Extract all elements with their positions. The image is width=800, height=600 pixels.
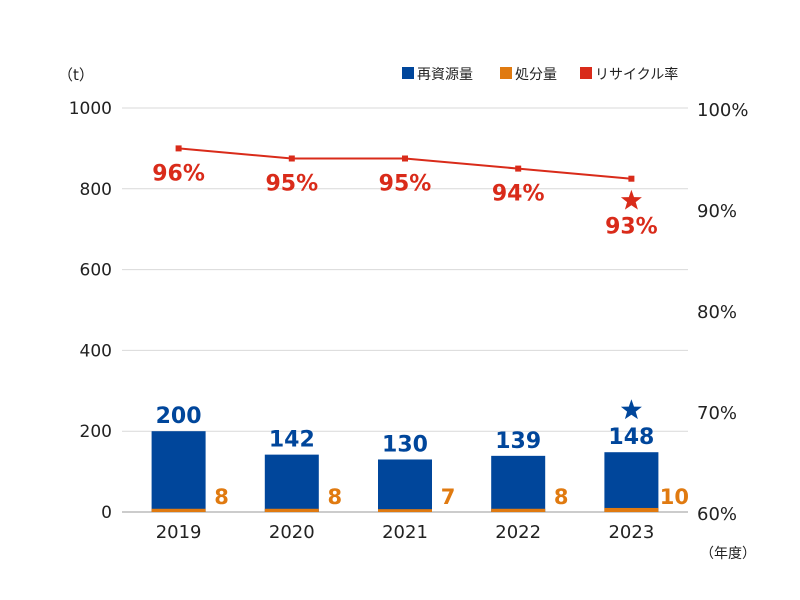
y2-tick-label: 70% [697, 403, 737, 424]
bar-value-label: 142 [269, 428, 315, 453]
disposal-value-label: 8 [554, 485, 569, 509]
y-tick-label: 1000 [69, 99, 112, 119]
legend-label: リサイクル率 [595, 66, 678, 83]
bar-disposal [378, 509, 432, 512]
rate-point [515, 165, 522, 172]
bar-recycled [491, 455, 546, 512]
grid-lines [122, 107, 688, 513]
rate-value-label: 95% [379, 172, 432, 197]
bar-value-label: 200 [156, 404, 202, 429]
rate-point [402, 155, 408, 162]
disposal-value-label: 7 [441, 485, 456, 509]
x-axis-unit: （年度） [700, 546, 756, 562]
y-axis-right: 60% 70% 80% 90% 100% [697, 100, 748, 525]
bar-value-label: 148 [608, 425, 654, 450]
highlight-star-icon [620, 399, 642, 420]
legend-swatch [402, 67, 414, 79]
y-tick-label: 600 [80, 261, 112, 281]
rate-value-label: 96% [152, 161, 205, 186]
bars: 200 8 142 8 130 7 139 8 148 10 [151, 399, 689, 512]
x-tick-label: 2022 [495, 522, 541, 543]
rate-value-label: 94% [492, 182, 545, 207]
disposal-value-label: 8 [214, 485, 229, 509]
bar-recycled [264, 454, 319, 512]
rate-value-label: 95% [265, 172, 318, 197]
y2-tick-label: 80% [697, 302, 737, 323]
bar-disposal [264, 508, 319, 512]
rate-point [175, 145, 182, 152]
legend: 再資源量 処分量 リサイクル率 [402, 66, 678, 83]
highlight-star-icon [620, 189, 642, 210]
x-tick-label: 2020 [269, 522, 315, 543]
y-tick-label: 0 [101, 503, 112, 523]
y-axis-unit: （t） [58, 66, 94, 84]
rate-point [628, 175, 635, 182]
recycling-rate-line: 96% 95% 95% 94% 93% [152, 145, 658, 240]
bar-recycled [604, 452, 659, 512]
x-axis: 2019 2020 2021 2022 2023 [156, 522, 655, 543]
legend-swatch [580, 67, 592, 79]
x-tick-label: 2023 [608, 522, 654, 543]
disposal-value-label: 8 [327, 485, 342, 509]
bar-value-label: 139 [495, 429, 541, 454]
bar-disposal [604, 507, 659, 512]
rate-point [288, 155, 295, 162]
rate-value-label: 93% [605, 215, 658, 240]
y-tick-label: 800 [80, 180, 112, 200]
y-tick-label: 400 [80, 341, 112, 361]
y2-tick-label: 60% [697, 504, 737, 525]
x-tick-label: 2019 [156, 522, 202, 543]
legend-swatch [500, 67, 512, 79]
legend-label: 再資源量 [417, 67, 473, 83]
bar-recycled [151, 431, 206, 512]
y-tick-label: 200 [80, 422, 112, 442]
bar-disposal [491, 508, 546, 512]
bar-recycled [378, 459, 432, 512]
x-tick-label: 2021 [382, 522, 428, 543]
y2-tick-label: 90% [697, 201, 737, 222]
y-axis-left: 0 200 400 600 800 1000 [69, 99, 112, 523]
bar-value-label: 130 [382, 432, 428, 457]
y2-tick-label: 100% [697, 100, 748, 121]
bar-disposal [151, 508, 206, 512]
legend-label: 処分量 [515, 67, 557, 83]
disposal-value-label: 10 [660, 485, 689, 509]
